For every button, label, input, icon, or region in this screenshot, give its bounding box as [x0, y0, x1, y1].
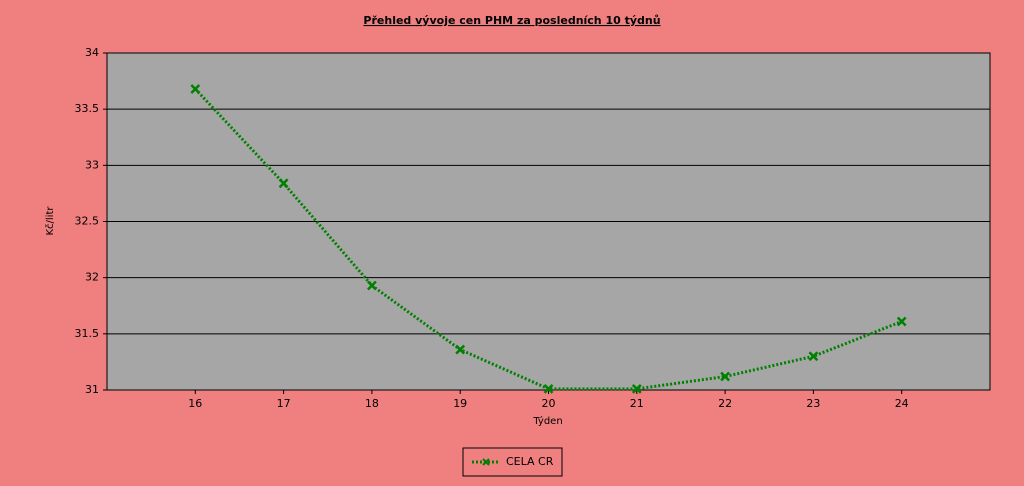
- x-tick-label: 22: [718, 397, 732, 410]
- marker: [455, 344, 466, 355]
- marker: [367, 280, 377, 291]
- x-tick-label: 19: [453, 397, 467, 410]
- x-tick-label: 17: [277, 397, 291, 410]
- y-tick-label: 31.5: [75, 327, 100, 340]
- y-tick-label: 32: [85, 271, 99, 284]
- y-tick-label: 33.5: [75, 102, 100, 115]
- marker: [631, 383, 642, 394]
- x-tick-label: 20: [542, 397, 556, 410]
- y-axis-label: Kč/litr: [44, 206, 56, 236]
- x-tick-label: 23: [806, 397, 820, 410]
- y-tick-label: 32.5: [75, 215, 100, 228]
- chart-title: Přehled vývoje cen PHM za posledních 10 …: [363, 14, 660, 27]
- x-tick-label: 16: [188, 397, 202, 410]
- marker: [543, 383, 554, 394]
- x-tick-label: 24: [895, 397, 909, 410]
- marker: [278, 178, 289, 189]
- marker: [482, 458, 490, 466]
- x-axis-label: Týden: [532, 415, 562, 427]
- x-tick-label: 18: [365, 397, 379, 410]
- marker: [896, 316, 907, 327]
- legend: [462, 447, 563, 477]
- y-tick-label: 31: [85, 383, 99, 396]
- legend-label: CELA CR: [506, 455, 554, 468]
- y-tick-label: 34: [85, 46, 99, 59]
- marker: [190, 84, 201, 94]
- y-tick-label: 33: [85, 158, 99, 171]
- x-tick-label: 21: [630, 397, 644, 410]
- marker: [808, 351, 819, 362]
- marker: [720, 371, 730, 382]
